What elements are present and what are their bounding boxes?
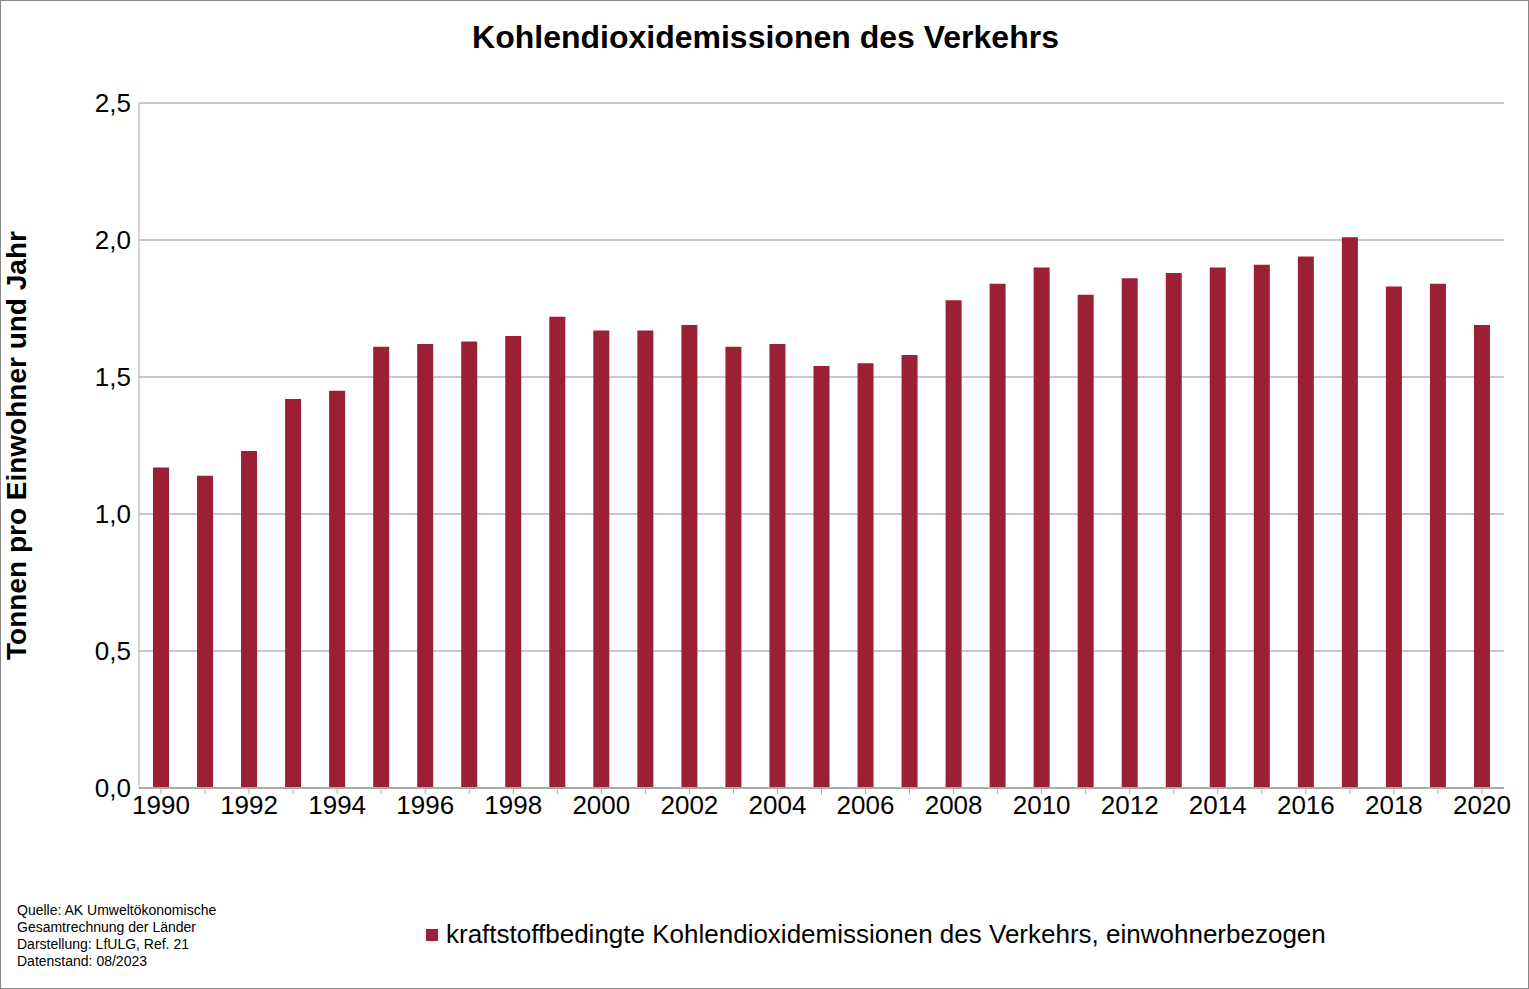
- html-text:Datenstand: 08/2023: Datenstand: 08/2023: [17, 953, 147, 969]
- svg-text:2018: 2018: [1365, 790, 1423, 820]
- svg-text:2020: 2020: [1453, 790, 1511, 820]
- svg-text:1990: 1990: [132, 790, 190, 820]
- svg-text:0,0: 0,0: [95, 773, 131, 803]
- svg-text:2010: 2010: [1013, 790, 1071, 820]
- svg-text:2014: 2014: [1189, 790, 1247, 820]
- svg-text:2012: 2012: [1101, 790, 1159, 820]
- html-text:kraftstoffbedingte Kohlendioxi: kraftstoffbedingte Kohlendioxidemissione…: [446, 919, 1326, 949]
- svg-text:2006: 2006: [837, 790, 895, 820]
- svg-text:1996: 1996: [396, 790, 454, 820]
- svg-text:0,5: 0,5: [95, 636, 131, 666]
- html-text:Darstellung: LfULG, Ref. 21: Darstellung: LfULG, Ref. 21: [17, 936, 189, 952]
- html-text:Quelle: AK Umweltökonomische: Quelle: AK Umweltökonomische: [17, 902, 217, 918]
- svg-text:Tonnen pro Einwohner und Jahr: Tonnen pro Einwohner und Jahr: [8, 231, 32, 660]
- svg-text:2002: 2002: [660, 790, 718, 820]
- svg-text:2000: 2000: [572, 790, 630, 820]
- svg-text:2016: 2016: [1277, 790, 1335, 820]
- svg-text:2004: 2004: [749, 790, 807, 820]
- svg-text:1,5: 1,5: [95, 362, 131, 392]
- html-text:Kohlendioxidemissionen des Ver: Kohlendioxidemissionen des Verkehrs: [472, 19, 1059, 55]
- svg-text:2,5: 2,5: [95, 88, 131, 118]
- svg-text:2,0: 2,0: [95, 225, 131, 255]
- html-text:Gesamtrechnung der Länder: Gesamtrechnung der Länder: [17, 919, 196, 935]
- svg-text:1998: 1998: [484, 790, 542, 820]
- svg-text:1992: 1992: [220, 790, 278, 820]
- svg-text:1,0: 1,0: [95, 499, 131, 529]
- svg-text:1994: 1994: [308, 790, 366, 820]
- svg-text:2008: 2008: [925, 790, 983, 820]
